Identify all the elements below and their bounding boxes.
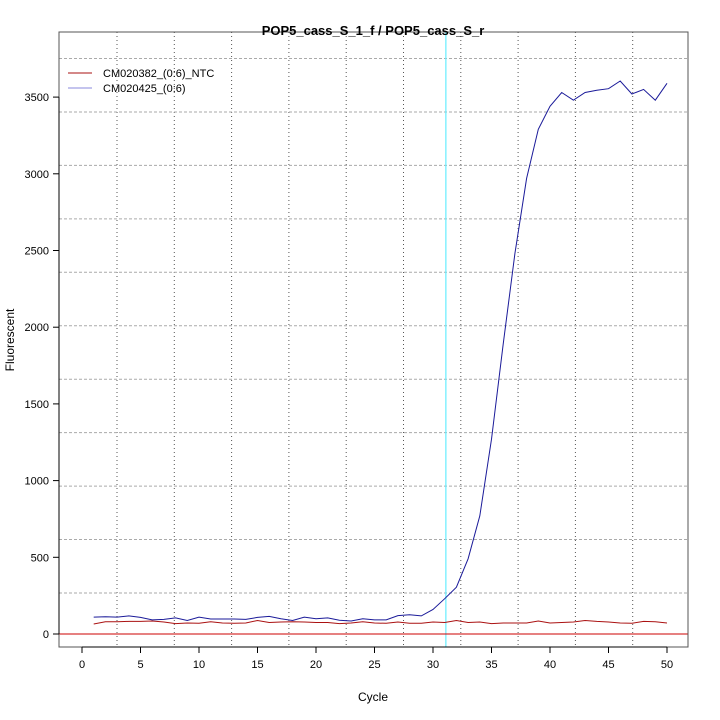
y-tick-label: 0	[43, 629, 49, 641]
x-tick-label: 0	[79, 659, 85, 671]
x-tick-label: 40	[544, 659, 556, 671]
chart-title: POP5_cass_S_1_f / POP5_cass_S_r	[262, 23, 485, 38]
series-line-1	[93, 80, 668, 622]
plot-frame	[58, 31, 689, 648]
x-tick-label: 50	[661, 659, 673, 671]
x-tick-label: 20	[310, 659, 322, 671]
y-tick-label: 3500	[25, 92, 49, 104]
y-tick-label: 3000	[25, 169, 49, 181]
y-tick-label: 1500	[25, 399, 49, 411]
x-tick-label: 5	[137, 659, 143, 671]
y-axis: 0 500 1000 1500 2000 2500 3000 3500	[25, 92, 60, 641]
y-tick-label: 500	[31, 552, 49, 564]
y-axis-label: Fluorescent	[3, 308, 17, 371]
legend: CM020382_(0:6)_NTC CM020425_(0:6)	[68, 68, 214, 95]
x-tick-label: 35	[485, 659, 497, 671]
x-tick-label: 25	[368, 659, 380, 671]
x-tick-label: 45	[602, 659, 614, 671]
series-line-0	[93, 619, 668, 625]
x-tick-label: 30	[427, 659, 439, 671]
y-tick-label: 2500	[25, 246, 49, 258]
series-lines	[59, 32, 688, 647]
x-axis-label: Cycle	[358, 690, 388, 704]
grid	[59, 32, 688, 647]
y-tick-label: 1000	[25, 476, 49, 488]
x-axis: 0 5 10 15 20 25 30 35 40 45 50	[79, 646, 673, 671]
legend-label-ntc: CM020382_(0:6)_NTC	[103, 68, 214, 80]
x-tick-label: 15	[251, 659, 263, 671]
x-tick-label: 10	[193, 659, 205, 671]
legend-label-sample: CM020425_(0:6)	[103, 83, 186, 95]
y-tick-label: 2000	[25, 322, 49, 334]
